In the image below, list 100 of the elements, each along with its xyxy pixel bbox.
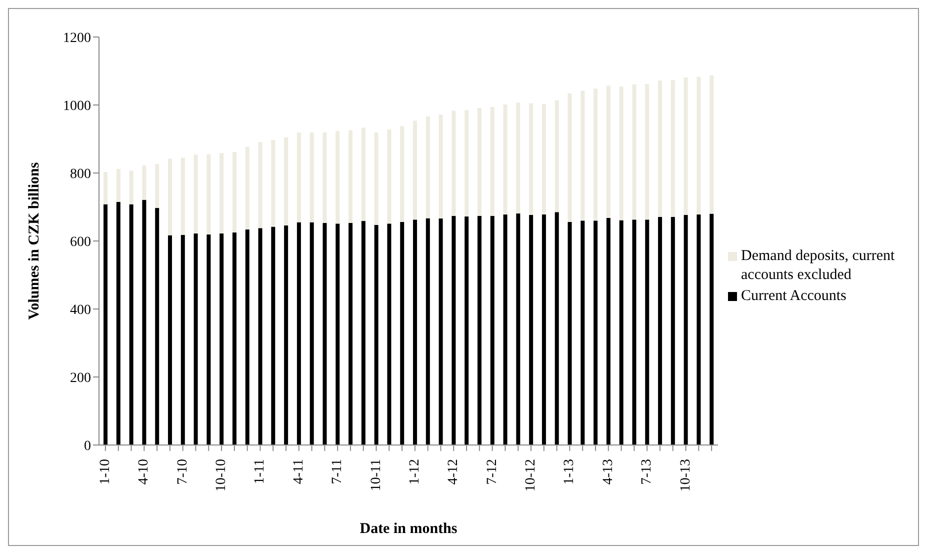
- bar: [284, 137, 288, 226]
- bar: [632, 220, 636, 445]
- bar: [155, 164, 160, 208]
- bar: [529, 103, 534, 215]
- bar: [322, 132, 327, 223]
- bar: [645, 220, 650, 445]
- bar: [374, 225, 378, 445]
- bar: [129, 170, 134, 204]
- bar: [658, 216, 662, 445]
- bar: [310, 222, 314, 445]
- bar: [387, 129, 392, 224]
- bar: [464, 110, 469, 217]
- y-tick-label: 1200: [63, 30, 91, 46]
- bar: [348, 222, 353, 445]
- bar: [477, 216, 482, 445]
- bar: [258, 228, 262, 445]
- x-tick-label: 10-12: [524, 459, 539, 492]
- x-tick-label: 7-11: [330, 459, 346, 484]
- bar: [336, 224, 340, 445]
- bar: [426, 116, 430, 218]
- x-tick-label: 4-11: [291, 459, 306, 484]
- x-tick-label: 10-11: [368, 459, 384, 492]
- bar: [116, 168, 120, 202]
- bar: [180, 234, 185, 445]
- bar: [645, 84, 650, 220]
- bar: [322, 222, 327, 445]
- y-tick-label: 400: [70, 302, 91, 318]
- x-tick-label: 7-12: [484, 459, 500, 485]
- y-tick-label: 1000: [63, 98, 91, 114]
- bar: [580, 90, 585, 221]
- bar: [426, 218, 430, 445]
- x-tick-label: 1-12: [407, 459, 422, 485]
- bar: [606, 86, 610, 218]
- x-tick-label: 1-13: [562, 459, 578, 485]
- bar: [194, 234, 198, 445]
- bar: [116, 202, 120, 445]
- bar: [310, 132, 314, 222]
- bar: [220, 234, 224, 445]
- bar: [180, 158, 185, 235]
- bar: [245, 229, 250, 445]
- y-tick-label: 800: [70, 166, 91, 182]
- x-tick-label: 1-10: [98, 459, 113, 485]
- bar: [670, 80, 675, 217]
- y-axis-title: Volumes in CZK billions: [26, 162, 42, 320]
- bar: [104, 204, 108, 445]
- x-axis-title: Date in months: [360, 521, 458, 537]
- y-tick-label: 600: [70, 234, 91, 250]
- bar: [245, 146, 250, 230]
- bar: [490, 216, 494, 445]
- x-tick-label: 4-10: [136, 459, 152, 485]
- bar: [580, 220, 585, 445]
- bar: [619, 220, 624, 445]
- bar: [168, 235, 172, 445]
- bar: [568, 222, 572, 445]
- bar: [232, 232, 236, 445]
- bar: [142, 166, 146, 200]
- bar: [220, 152, 224, 234]
- bar: [361, 128, 366, 221]
- legend-label: Current Accounts: [741, 286, 846, 306]
- x-tick-label: 4-13: [600, 459, 616, 485]
- y-tick-label: 0: [84, 438, 91, 454]
- bar: [361, 220, 366, 445]
- legend-label: Demand deposits, current accounts excluded: [741, 246, 896, 284]
- bar: [168, 158, 172, 236]
- bar: [568, 93, 572, 222]
- bar: [206, 154, 211, 235]
- bar: [594, 220, 598, 445]
- bar: [606, 218, 610, 445]
- bar: [516, 213, 520, 445]
- bar: [529, 214, 534, 445]
- bar: [452, 216, 456, 445]
- bar: [206, 234, 211, 445]
- bar: [464, 216, 469, 445]
- bar: [684, 214, 688, 445]
- bar: [710, 75, 714, 214]
- y-tick-label: 200: [70, 370, 91, 386]
- bar: [438, 114, 443, 219]
- bar: [632, 84, 636, 220]
- x-tick-label: 7-10: [175, 459, 190, 485]
- bar: [684, 77, 688, 215]
- x-tick-label: 10-10: [214, 459, 230, 492]
- bar: [232, 152, 236, 232]
- bar: [284, 225, 288, 445]
- bar: [129, 204, 134, 445]
- bar: [413, 120, 418, 220]
- bar: [296, 132, 301, 222]
- bar: [387, 224, 392, 445]
- x-tick-label: 7-13: [640, 459, 655, 485]
- bar: [155, 208, 160, 445]
- bar: [271, 226, 276, 445]
- bar: [554, 212, 559, 445]
- bar: [104, 172, 108, 204]
- bar: [348, 130, 353, 223]
- bar: [413, 220, 418, 445]
- bar: [503, 104, 508, 214]
- bar: [658, 80, 662, 217]
- bar: [477, 108, 482, 216]
- bar: [258, 142, 262, 228]
- bar: [400, 126, 404, 222]
- bar: [374, 132, 378, 226]
